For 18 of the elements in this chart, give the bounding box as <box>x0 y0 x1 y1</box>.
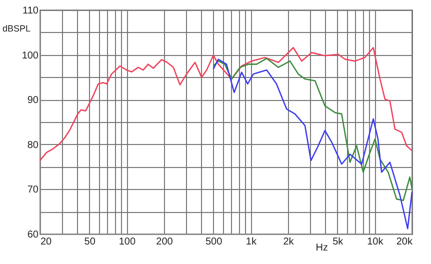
y-tick-label: 100 <box>22 50 39 62</box>
y-tick-label: 90 <box>27 95 39 106</box>
x-tick-label: 5k <box>332 236 344 248</box>
x-tick-label: 2k <box>283 236 295 248</box>
x-tick-label: 20k <box>396 236 414 248</box>
y-tick-label: 80 <box>27 140 39 151</box>
y-tick-label: 110 <box>22 6 39 16</box>
x-tick-label: 500 <box>206 236 223 248</box>
x-tick-label: 100 <box>118 236 136 248</box>
x-tick-label: 1k <box>246 236 258 248</box>
x-tick-label: 50 <box>84 236 96 248</box>
x-axis-title: Hz <box>316 242 328 254</box>
x-tick-label: 200 <box>156 236 174 248</box>
x-tick-label: 20 <box>40 236 52 248</box>
y-tick-label: 70 <box>27 184 39 196</box>
y-axis-title: dBSPL <box>2 23 31 34</box>
x-tick-label: 10k <box>367 236 384 248</box>
y-tick-label: 60 <box>27 230 39 240</box>
